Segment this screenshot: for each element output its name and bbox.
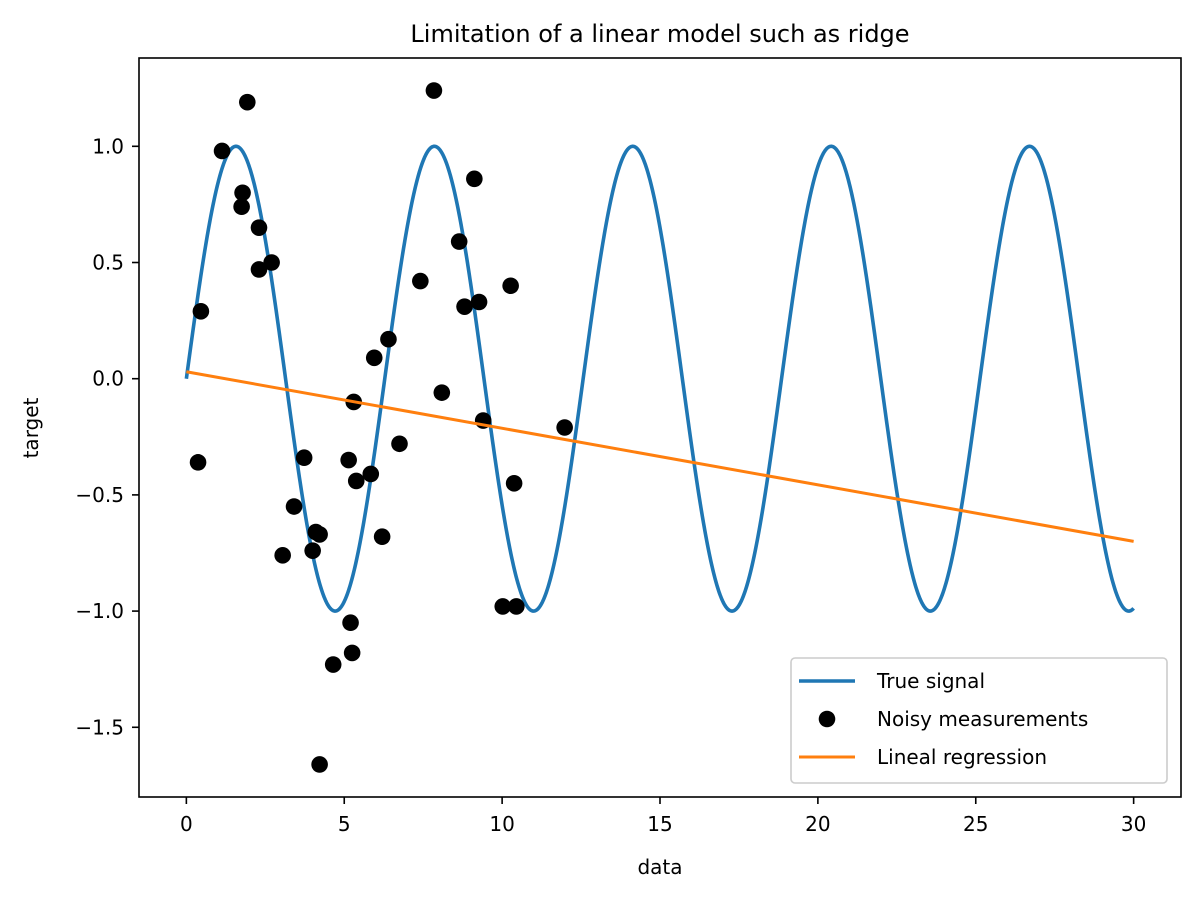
measurement-point	[192, 303, 210, 320]
measurement-point	[311, 756, 328, 773]
y-tick-label: 0.0	[92, 367, 124, 391]
measurement-point	[456, 298, 473, 315]
measurement-point	[412, 272, 429, 290]
x-tick-label: 30	[1121, 812, 1146, 836]
measurement-point	[263, 254, 280, 271]
measurement-point	[304, 542, 321, 559]
y-tick-label: −1.5	[75, 715, 124, 739]
measurement-point	[433, 384, 451, 401]
measurement-point	[285, 498, 303, 515]
x-axis-label: data	[637, 855, 682, 879]
measurement-point	[502, 277, 519, 295]
measurement-point	[391, 435, 408, 453]
y-tick-label: −1.0	[75, 599, 124, 623]
measurement-point	[340, 451, 357, 469]
regression-line	[186, 370, 1134, 543]
measurement-point	[234, 184, 251, 202]
measurement-point	[250, 219, 268, 236]
measurement-point	[470, 293, 488, 311]
legend: True signal Noisy measurements Lineal regr…	[790, 657, 1168, 784]
x-tick-label: 10	[489, 812, 514, 836]
x-tick-label: 0	[180, 812, 193, 836]
legend-box	[790, 657, 1168, 784]
measurement-point	[347, 472, 365, 490]
measurement-point	[274, 547, 291, 564]
y-axis-label: target	[19, 397, 43, 458]
measurement-point	[373, 528, 391, 546]
x-tick-label: 20	[805, 812, 830, 836]
measurement-point	[466, 170, 483, 188]
legend-label: Noisy measurements	[877, 707, 1088, 731]
measurement-point	[494, 598, 512, 615]
measurement-point	[505, 474, 523, 492]
plot-area: 0 5 10 15 20 25 30 1.0 0.5 0.0 −0.5 −1.0 −1.5	[75, 57, 1182, 836]
measurement-point	[324, 656, 342, 673]
measurement-point	[342, 614, 359, 632]
measurement-point	[508, 598, 525, 615]
measurement-point	[450, 233, 468, 250]
x-tick-label: 5	[338, 812, 351, 836]
series-layer	[184, 82, 1135, 773]
measurement-point	[189, 454, 207, 471]
x-tick-label: 25	[963, 812, 988, 836]
measurement-point	[380, 330, 397, 348]
measurement-point	[250, 261, 268, 278]
measurement-point	[233, 198, 250, 216]
y-tick-label: −0.5	[75, 483, 124, 507]
chart-title: Limitation of a linear model such as rid…	[410, 20, 909, 48]
measurement-point	[365, 349, 383, 367]
legend-label: True signal	[876, 669, 985, 693]
measurement-point	[425, 82, 443, 99]
y-tick-label: 1.0	[92, 134, 124, 158]
x-tick-label: 15	[647, 812, 672, 836]
measurement-point	[556, 419, 573, 436]
measurement-point	[213, 142, 231, 160]
measurement-point	[362, 465, 380, 483]
measurement-point	[311, 526, 328, 543]
legend-marker-noisy-measurements	[818, 710, 836, 728]
legend-label: Lineal regression	[877, 745, 1047, 769]
measurement-point	[295, 449, 313, 467]
true-signal-line	[184, 144, 1135, 613]
y-tick-label: 0.5	[92, 251, 124, 275]
measurement-point	[239, 93, 256, 111]
measurement-point	[343, 644, 361, 662]
